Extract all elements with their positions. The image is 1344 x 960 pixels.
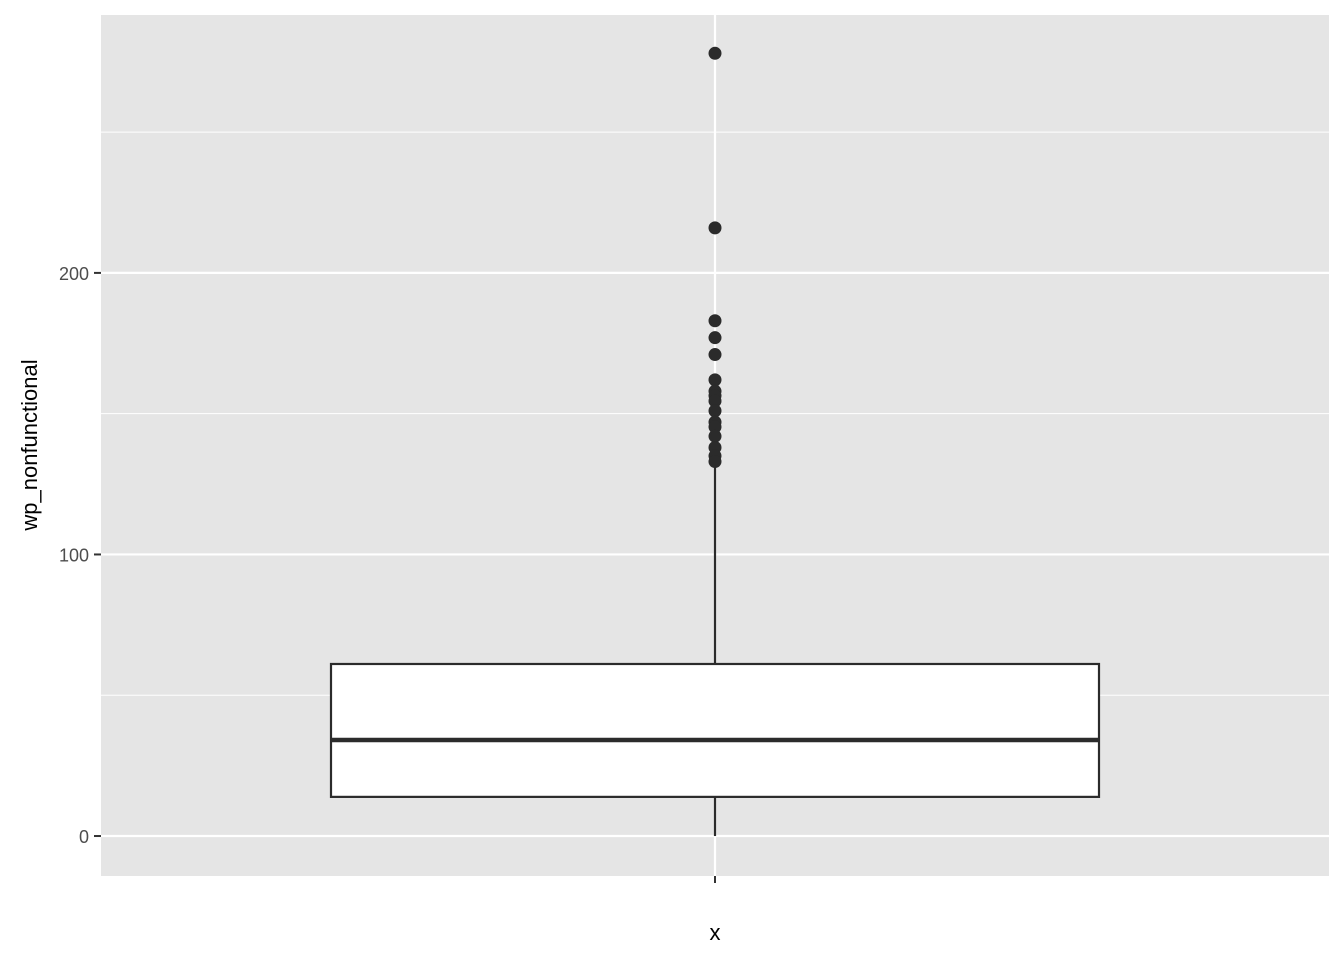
axes-layer: 0 100 200 [59, 264, 716, 883]
outlier-point [708, 455, 722, 469]
outlier-point [708, 46, 722, 60]
y-axis-label: wp_nonfunctional [17, 359, 42, 531]
outlier-point [708, 429, 722, 443]
outlier-point [708, 394, 722, 408]
y-tick-label: 200 [59, 264, 89, 284]
outlier-point [708, 314, 722, 328]
iqr-box [329, 662, 1101, 798]
box-layer [329, 462, 1101, 837]
y-tick-label: 0 [79, 827, 89, 847]
outlier-point [708, 420, 722, 434]
outlier-point [708, 331, 722, 345]
outlier-point [708, 221, 722, 235]
outlier-point [708, 373, 722, 387]
y-tick-label: 100 [59, 545, 89, 565]
outliers-layer [708, 46, 722, 469]
x-axis-label: x [710, 920, 721, 945]
outlier-point [708, 348, 722, 362]
outlier-point [708, 404, 722, 418]
